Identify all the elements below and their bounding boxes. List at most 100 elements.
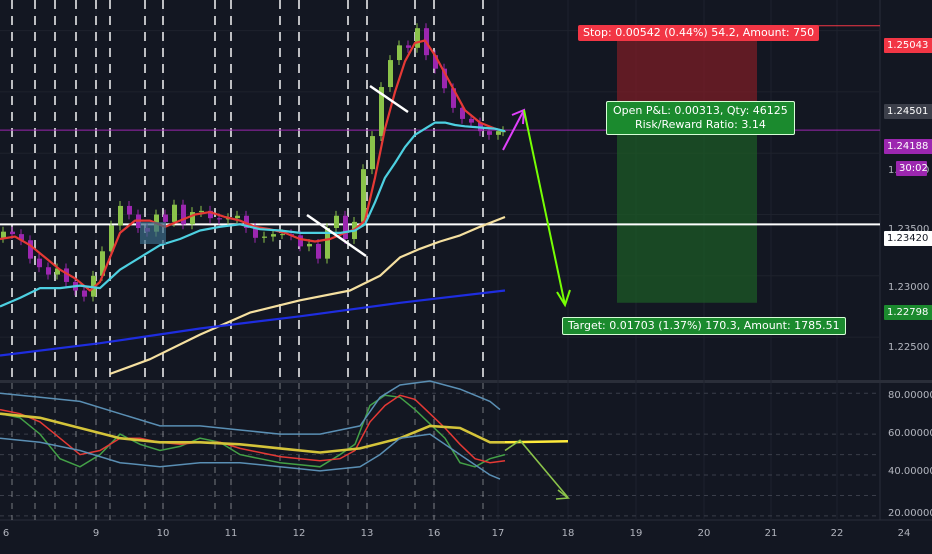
date-tick: 24 [897, 528, 911, 539]
date-tick: 20 [697, 528, 711, 539]
candle-body [487, 131, 492, 135]
date-tick: 22 [830, 528, 844, 539]
candle [1, 226, 6, 243]
candle [343, 210, 348, 244]
open-pl-line: Open P&L: 0.00313, Qty: 46125 [613, 104, 788, 117]
candle [235, 210, 240, 224]
highlight-box [140, 222, 166, 244]
date-tick: 18 [561, 528, 575, 539]
candle-body [55, 268, 60, 275]
candle [370, 131, 375, 175]
candle-body [343, 215, 348, 240]
candle [415, 23, 420, 53]
moving-average-line [0, 289, 506, 357]
candle-body [82, 290, 87, 297]
projection-down-arrow [523, 109, 566, 306]
price-tick: 1.23000 [888, 282, 930, 293]
candle-body [100, 251, 105, 276]
candle [442, 63, 447, 94]
candle-body [208, 210, 213, 219]
candle-body [181, 204, 186, 225]
candle [190, 207, 195, 230]
date-tick: 11 [224, 528, 238, 539]
candle-body [109, 225, 114, 252]
candle [28, 235, 33, 264]
candle-body [379, 87, 384, 137]
candle-body [1, 231, 6, 238]
osc-tick: 20.00000 [888, 508, 932, 519]
moving-average-line [109, 215, 506, 375]
candle [181, 199, 186, 230]
candle [127, 201, 132, 220]
panel-separator [0, 380, 932, 383]
osc-tick: 60.00000 [888, 428, 932, 439]
oscillator-level-line [504, 440, 569, 444]
oscillator-line [0, 433, 501, 480]
price-tag-level: 1.23420 [884, 231, 932, 246]
oscillator-line [0, 380, 501, 435]
candle [361, 164, 366, 227]
candle-body [469, 118, 474, 123]
candle [262, 231, 267, 243]
trend-annotation [369, 84, 409, 114]
moving-average-line [0, 121, 506, 308]
candle-body [199, 210, 204, 213]
candle [316, 239, 321, 264]
candle-body [10, 231, 15, 235]
candle-body [172, 204, 177, 222]
candle [334, 210, 339, 233]
candle-body [253, 228, 258, 238]
candle-body [451, 88, 456, 108]
osc-tick: 80.00000 [888, 390, 932, 401]
candle-body [388, 60, 393, 88]
candle-body [406, 45, 411, 48]
candle-body [433, 55, 438, 69]
candle [388, 55, 393, 92]
price-tag-current: 1.24188 [884, 139, 932, 154]
target-label: Target: 0.01703 (1.37%) 170.3, Amount: 1… [562, 317, 846, 335]
candle-body [307, 243, 312, 247]
candle-body [280, 234, 285, 236]
target-zone [617, 130, 757, 303]
candle-body [64, 268, 69, 282]
date-tick: 17 [491, 528, 505, 539]
candle-body [370, 136, 375, 170]
candle [82, 285, 87, 302]
candle [271, 229, 276, 242]
osc-tick: 40.00000 [888, 466, 932, 477]
arrow-head [555, 489, 571, 500]
date-tick: 19 [629, 528, 643, 539]
price-tick: 1.23500 [888, 224, 930, 235]
price-tick: 1.22500 [888, 342, 930, 353]
candle-body [37, 258, 42, 268]
candle [64, 263, 69, 287]
candle [46, 262, 51, 280]
oscillator-line [0, 412, 505, 454]
date-tick: 16 [427, 528, 441, 539]
candle-body [316, 243, 321, 259]
candle-body [190, 212, 195, 225]
candle-body [325, 228, 330, 259]
candle-body [127, 205, 132, 215]
candle [37, 253, 42, 273]
candle-body [262, 236, 267, 238]
candle-body [163, 214, 168, 222]
date-tick: 12 [292, 528, 306, 539]
price-tag-high: 1.24501 [884, 104, 932, 119]
price-tag-stop: 1.25043 [884, 38, 932, 53]
date-tick: 13 [360, 528, 374, 539]
open-pl-label: Open P&L: 0.00313, Qty: 46125 Risk/Rewar… [606, 101, 795, 135]
oscillator-line [0, 394, 506, 464]
oscillator-projection [504, 439, 569, 499]
candle-body [235, 215, 240, 219]
stop-label: Stop: 0.00542 (0.44%) 54.2, Amount: 750 [578, 25, 820, 41]
bar-countdown: 30:02 [896, 161, 928, 176]
candle-body [118, 205, 123, 226]
arrow-head [556, 289, 571, 308]
candle-body [19, 234, 24, 241]
price-tag-target: 1.22798 [884, 305, 932, 320]
candle-body [496, 131, 501, 135]
candle-body [217, 218, 222, 220]
candle [379, 82, 384, 141]
